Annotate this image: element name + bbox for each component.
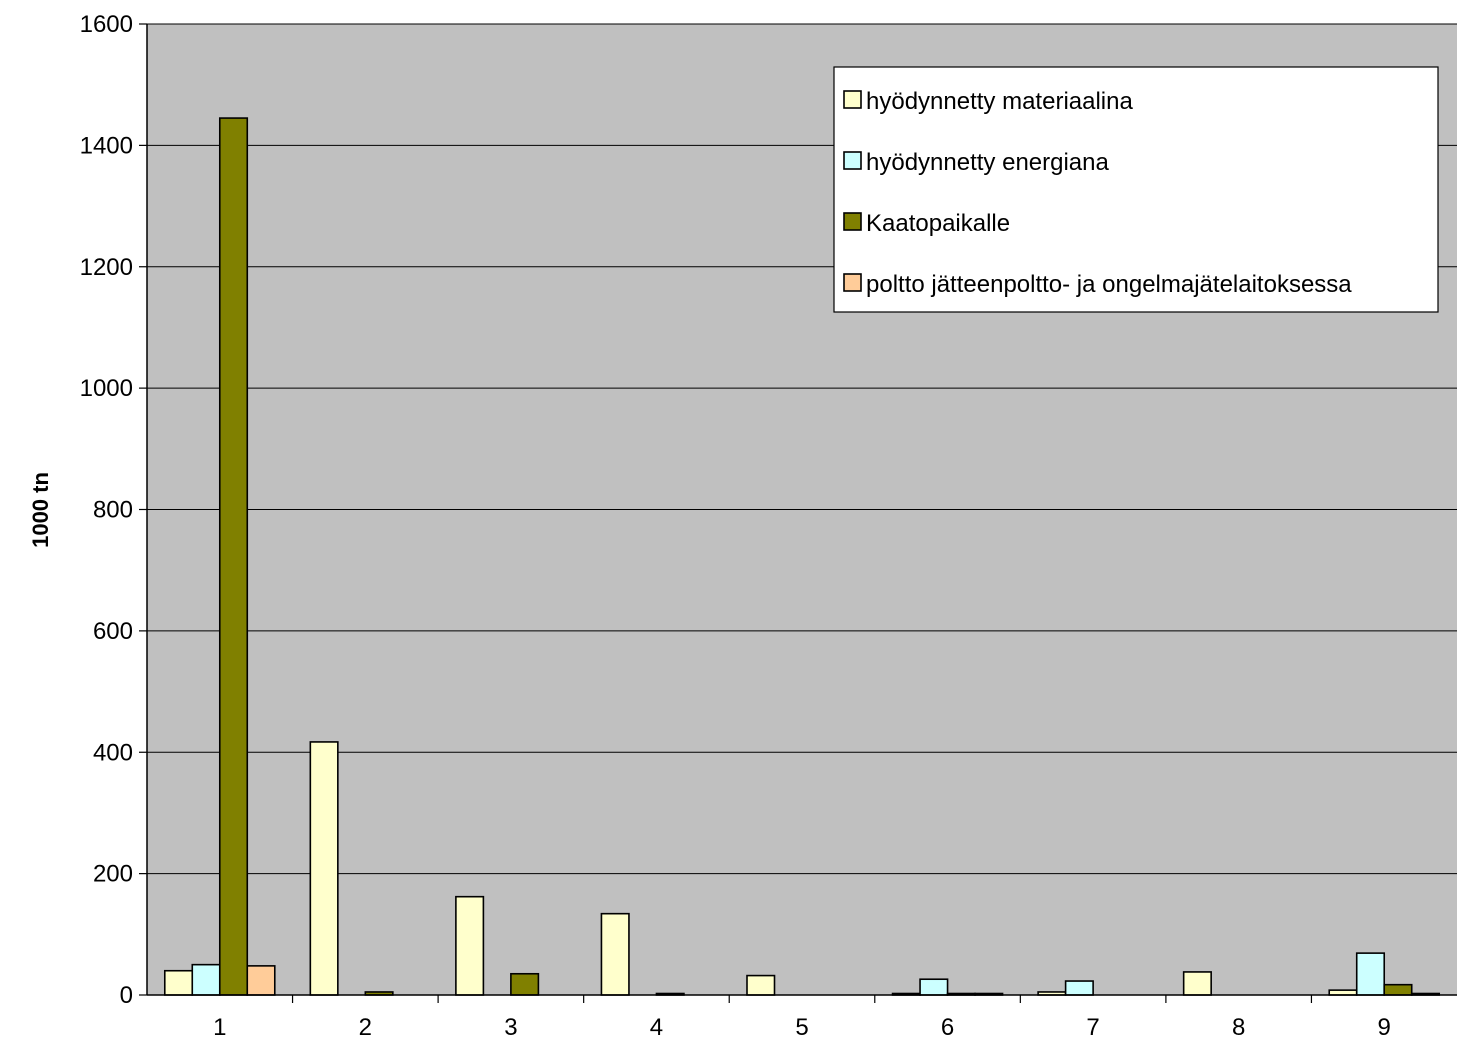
- y-tick-label: 600: [93, 618, 133, 645]
- y-tick-label: 0: [120, 982, 133, 1009]
- legend-label-3: Kaatopaikalle: [866, 210, 1010, 237]
- bar-2-cat-7: [1064, 980, 1094, 996]
- legend-label-2: hyödynnetty energiana: [866, 149, 1110, 176]
- legend-swatch-3: [843, 212, 862, 231]
- x-tick-label: 8: [1232, 1014, 1245, 1041]
- bars: [163, 117, 1441, 996]
- bar-1-cat-5: [746, 974, 776, 996]
- bar-3-cat-9: [1383, 983, 1413, 996]
- legend-label-4: poltto jätteenpoltto- ja ongelmajätelait…: [866, 271, 1352, 298]
- legend-swatch-2: [843, 151, 862, 170]
- bar-3-cat-1: [218, 117, 249, 996]
- y-axis-title: 1000 tn: [28, 472, 53, 548]
- x-tick-label: 6: [941, 1014, 954, 1041]
- x-tick-label: 2: [359, 1014, 372, 1041]
- x-tick-label: 3: [504, 1014, 517, 1041]
- axes: [139, 23, 1457, 1003]
- bar-1-cat-4: [600, 912, 630, 996]
- legend-swatch-4: [843, 273, 862, 292]
- bar-2-cat-1: [191, 963, 221, 996]
- bar-1-cat-8: [1182, 971, 1212, 996]
- y-tick-labels: 0 200 400 600 800 1000 1200 1400 1600: [80, 11, 133, 1009]
- y-tick-label: 200: [93, 861, 133, 888]
- legend-box: [833, 66, 1439, 313]
- bar-1-cat-3: [455, 895, 485, 996]
- y-tick-label: 400: [93, 739, 133, 766]
- x-tick-labels: 1 2 3 4 5 6 7 8 9: [213, 1014, 1391, 1041]
- bar-1-cat-1: [163, 969, 194, 996]
- legend: hyödynnetty materiaalina hyödynnetty ener…: [833, 66, 1439, 313]
- bar-2-cat-6: [919, 978, 949, 996]
- legend-label-1: hyödynnetty materiaalina: [866, 88, 1133, 115]
- bar-1-cat-2: [309, 741, 339, 996]
- y-tick-label: 1400: [80, 132, 133, 159]
- x-tick-label: 1: [213, 1014, 226, 1041]
- x-tick-label: 5: [795, 1014, 808, 1041]
- y-tick-label: 1000: [80, 375, 133, 402]
- x-tick-label: 9: [1378, 1014, 1391, 1041]
- y-tick-label: 800: [93, 497, 133, 524]
- y-tick-label: 1600: [80, 11, 133, 38]
- bar-3-cat-3: [510, 972, 540, 996]
- x-tick-label: 4: [650, 1014, 663, 1041]
- bar-4-cat-1: [246, 965, 276, 996]
- legend-swatch-1: [843, 90, 862, 109]
- x-tick-label: 7: [1086, 1014, 1099, 1041]
- bar-2-cat-9: [1355, 952, 1386, 996]
- y-tick-label: 1200: [80, 254, 133, 281]
